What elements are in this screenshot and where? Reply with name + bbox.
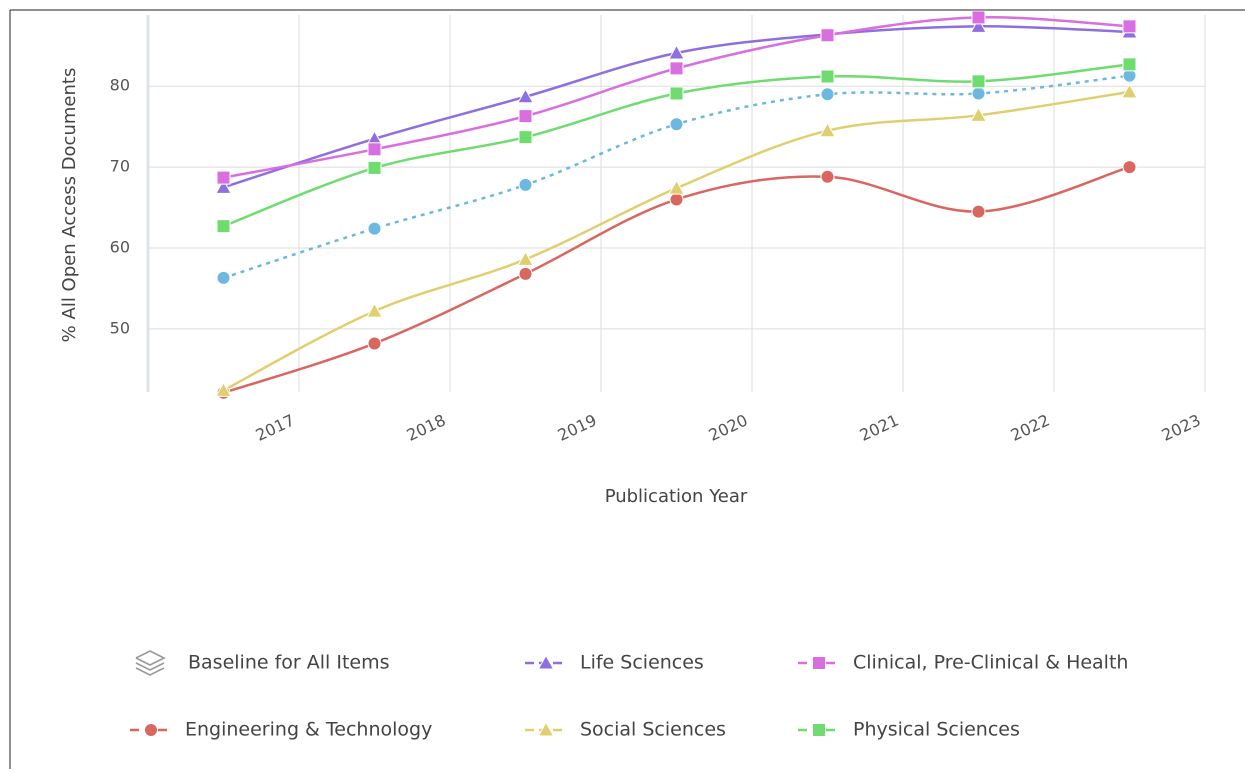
point [517,250,534,266]
point [216,170,231,185]
x-tick-label: 2023 [1159,410,1204,444]
point [367,142,382,157]
baseline-legend-icon [135,650,166,676]
point [518,266,533,281]
legend-label: Physical Sciences [853,719,1020,741]
point [537,721,555,737]
x-tick-label: 2021 [857,410,902,444]
legend-label: Engineering & Technology [185,719,432,741]
point [812,656,826,670]
point [820,28,835,43]
point [1122,160,1137,175]
y-axis-title: % All Open Access Documents [59,68,80,343]
point [971,10,986,25]
y-tick-label: 50 [110,318,130,337]
point [537,654,555,670]
point [970,17,987,33]
point [971,204,986,219]
point [1122,19,1137,34]
legend-label: Clinical, Pre-Clinical & Health [853,652,1128,674]
x-tick-label: 2018 [404,410,449,444]
point [144,723,158,737]
x-axis-title: Publication Year [605,486,748,507]
legend-label: Life Sciences [580,652,704,674]
point [215,178,232,194]
series-line [222,90,1130,392]
x-tick-label: 2022 [1008,410,1053,444]
point [216,219,231,234]
point [215,381,232,397]
point [518,109,533,124]
point [971,74,986,89]
point [367,160,382,175]
point [812,723,826,737]
point [517,88,534,104]
point [216,270,231,285]
point [820,87,835,102]
point [367,336,382,351]
y-tick-label: 70 [110,157,130,176]
point [1121,83,1138,99]
point [669,192,684,207]
point [669,86,684,101]
y-tick-label: 80 [110,76,130,95]
x-tick-label: 2020 [706,410,751,444]
x-tick-label: 2019 [555,410,600,444]
y-tick-label: 60 [110,237,130,256]
point [819,122,836,138]
x-tick-label: 2017 [253,410,298,444]
point [820,69,835,84]
point [669,117,684,132]
point [518,177,533,192]
point [970,106,987,122]
point [820,169,835,184]
legend-label: Baseline for All Items [188,652,390,674]
point [669,61,684,76]
legend-label: Social Sciences [580,719,726,741]
point [668,179,685,195]
point [668,44,685,60]
point [1122,57,1137,72]
point [367,221,382,236]
point [518,130,533,145]
point [366,302,383,318]
point [971,86,986,101]
